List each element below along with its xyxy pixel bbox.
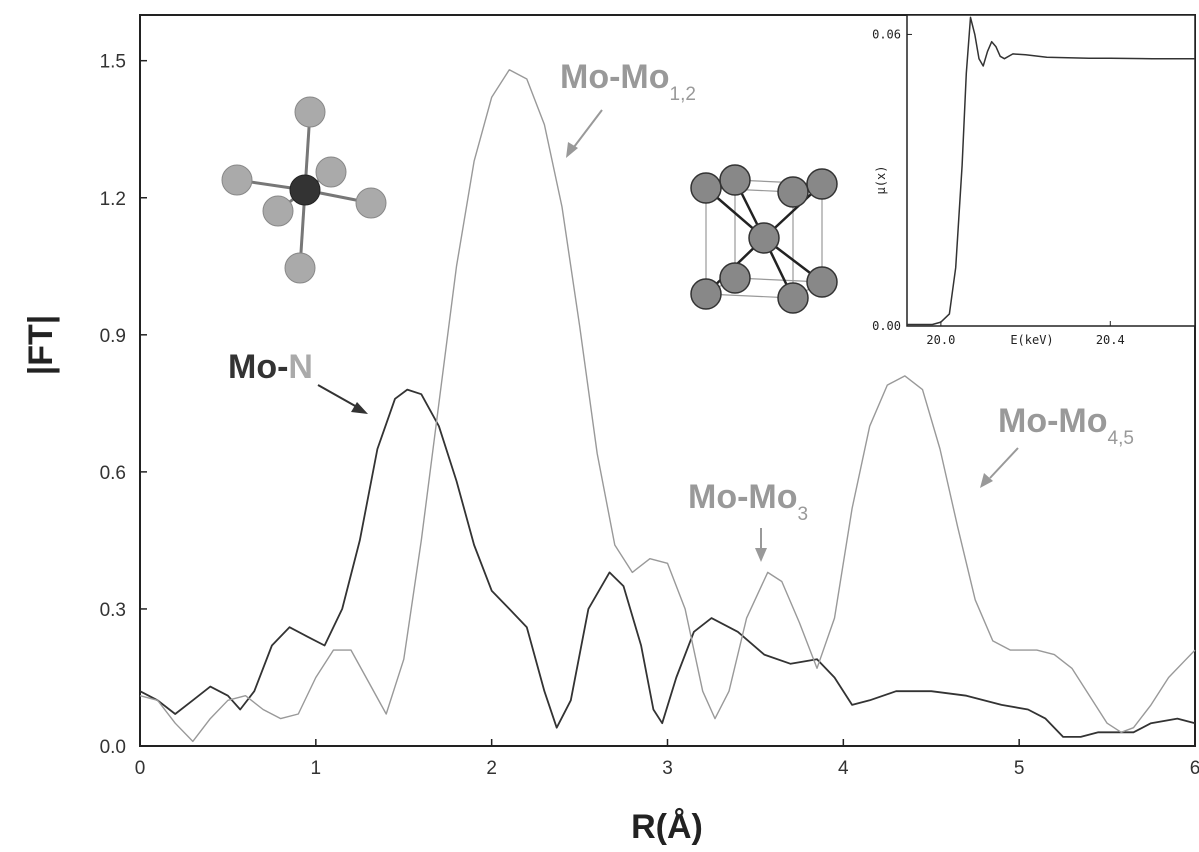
arrow-mo-mo-12 — [566, 109, 603, 158]
annotation-mo-n: Mo-N — [228, 348, 313, 386]
y-tick-label: 0.9 — [100, 326, 126, 347]
arrow-mo-n — [317, 384, 368, 414]
x-tick-label: 4 — [838, 758, 849, 779]
annotation-mo-mo-12-main: Mo-Mo — [560, 58, 670, 96]
octahedral-structure-illustration — [221, 96, 387, 284]
annotation-mo-mo-3: Mo-Mo3 — [688, 478, 808, 525]
annotation-mo-mo-12-sub: 1,2 — [670, 84, 696, 105]
annotation-mo-mo-45-sub: 4,5 — [1108, 428, 1134, 449]
arrow-mo-mo-45 — [980, 447, 1019, 488]
series-line-0 — [139, 388, 1196, 738]
inset-x-axis-label: E(keV) — [1010, 333, 1053, 347]
x-axis-label: R(Å) — [631, 808, 703, 846]
y-tick-label: 0.0 — [100, 737, 126, 758]
bcc-crystal-illustration — [690, 164, 838, 314]
y-tick-label: 0.3 — [100, 600, 126, 621]
annotation-mo-mo-3-main: Mo-Mo — [688, 478, 798, 516]
annotation-mo-mo-45: Mo-Mo4,5 — [998, 402, 1134, 449]
inset-y-tick-label: 0.06 — [872, 27, 901, 41]
y-tick-label: 1.5 — [100, 52, 126, 73]
inset-y-tick-label: 0.00 — [872, 319, 901, 333]
annotation-mo-mo-12: Mo-Mo1,2 — [560, 58, 696, 105]
annotation-mo-mo-45-main: Mo-Mo — [998, 402, 1108, 440]
y-tick-label: 1.2 — [100, 189, 126, 210]
y-tick-label: 0.6 — [100, 463, 126, 484]
inset-x-tick-label: 20.4 — [1096, 333, 1125, 347]
annotation-mo-n-part1: Mo- — [228, 348, 288, 386]
x-tick-label: 0 — [135, 758, 146, 779]
annotation-mo-n-part2: N — [288, 348, 313, 386]
series-line-1 — [139, 69, 1196, 743]
x-tick-label: 1 — [311, 758, 322, 779]
x-tick-label: 5 — [1014, 758, 1025, 779]
arrow-mo-mo-3 — [755, 528, 767, 562]
inset-y-axis-label: μ(x) — [874, 166, 888, 195]
inset-series-line-0 — [907, 16, 1195, 326]
annotation-mo-mo-3-sub: 3 — [798, 504, 809, 525]
x-tick-label: 2 — [486, 758, 497, 779]
y-axis-label: |FT| — [22, 315, 60, 376]
inset-plot-frame — [906, 14, 1196, 327]
inset-x-tick-label: 20.0 — [926, 333, 955, 347]
x-tick-label: 6 — [1190, 758, 1199, 779]
x-tick-label: 3 — [662, 758, 673, 779]
